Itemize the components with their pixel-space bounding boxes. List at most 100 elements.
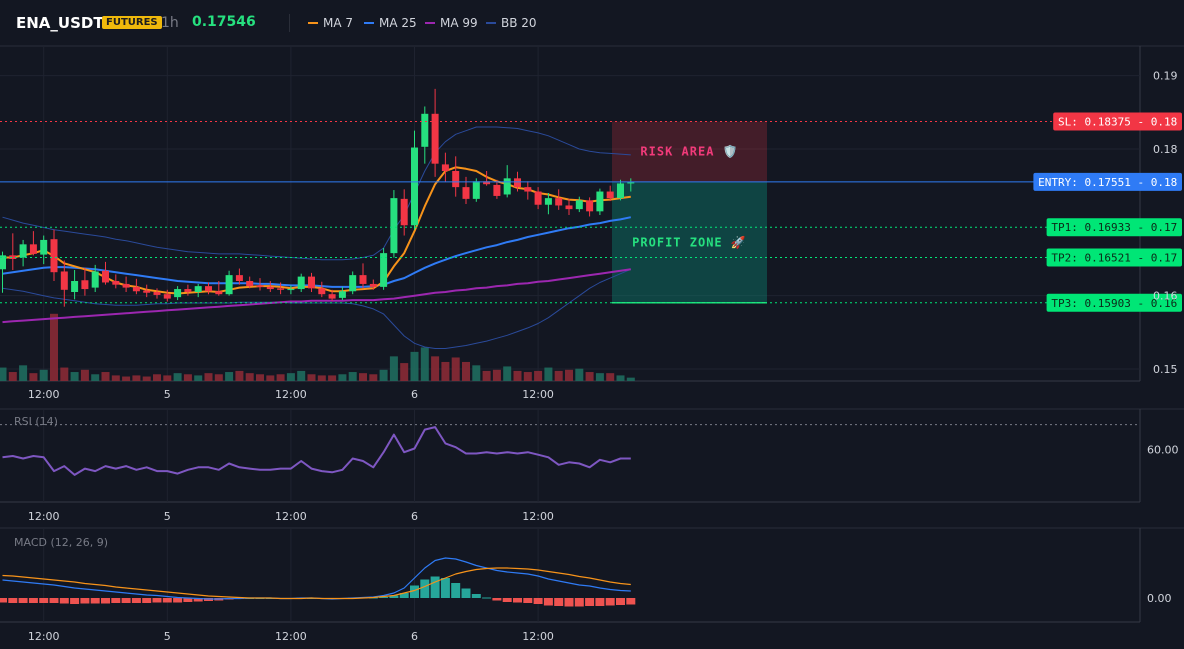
macd-hist-bar [523,598,533,603]
volume-bar [523,372,532,381]
candle-body [411,147,418,226]
candle [524,181,532,200]
rsi-level-label: 60.00 [1147,444,1179,457]
candle [617,179,624,201]
candles [0,88,635,307]
volume-bar [29,373,38,381]
macd-hist-bar [574,598,584,607]
time-tick-label: 5 [164,630,171,643]
rsi-panel: 60.00 [0,424,1179,476]
volume-bar [132,375,141,381]
candle [287,285,295,295]
macd-hist-bar [183,598,193,602]
candle [19,239,27,267]
macd-hist-bar [410,585,419,598]
candle [215,281,223,296]
volume-bar [297,370,306,381]
candle-body [287,289,295,291]
candle-body [493,184,501,196]
futures-badge: FUTURES [102,16,162,29]
time-tick-label: 12:00 [28,630,60,643]
macd-hist-bar [162,598,172,603]
macd-zero-label: 0.00 [1147,592,1172,605]
volume-bar [101,372,110,381]
macd-hist-bar [121,598,131,603]
macd-hist-bar [554,598,564,606]
legend-bb20-label: BB 20 [501,16,537,30]
candle-body [328,294,336,299]
candle-body [91,271,99,288]
volume-bar [338,374,347,381]
macd-hist-bar [482,597,492,599]
volume-bar [359,373,367,381]
symbol-name[interactable]: ENA_USDT [16,14,104,32]
candle [565,198,573,215]
sl-label: SL: 0.18375 - 0.18 [1058,116,1177,129]
volume-bar [276,374,285,381]
macd-hist-bar [451,583,461,598]
volume-bar [39,369,48,381]
candle [40,235,48,265]
tp1-label: TP1: 0.16933 - 0.17 [1051,221,1177,234]
candle [555,189,563,210]
volume-bar [173,373,182,381]
ma99-line [2,268,631,324]
macd-hist-bar [8,598,18,603]
legend-ma25[interactable]: MA 25 [364,16,417,30]
volume-bar [482,370,491,381]
macd-hist-bar [585,598,595,606]
candle [256,278,264,291]
time-tick-label: 5 [164,510,171,523]
volume-bar [60,367,69,381]
candle-body [81,280,89,290]
timeframe-label[interactable]: 1h [161,15,179,31]
candle [60,260,68,307]
macd-hist-bar [152,598,162,603]
candle-body [369,283,377,287]
macd-hist-bar [564,598,574,607]
candle [308,272,315,292]
candle-body [390,198,398,254]
macd-hist-bar [379,597,389,598]
candle [328,289,336,301]
volume-bar [0,367,7,381]
candle [452,156,460,197]
candle-body [235,275,243,281]
volume-bar [256,374,264,381]
candle [627,178,635,192]
candle-body [163,294,171,299]
price-tick-label: 0.16 [1153,290,1178,303]
volume-bars [0,313,635,381]
profit-zone-label: PROFIT ZONE 🚀 [632,235,747,249]
volume-bar [513,370,522,381]
volume-bar [565,369,573,381]
time-tick-label: 12:00 [275,630,307,643]
price-tick-label: 0.18 [1153,143,1178,156]
volume-bar [389,356,398,381]
volume-bar [585,372,594,381]
candle [112,274,120,289]
macd-hist-bar [440,578,450,598]
candle-body [50,239,58,273]
legend-ma99-label: MA 99 [440,16,478,30]
volume-bar [80,369,89,381]
candle-body [29,244,37,254]
candle [586,197,594,217]
legend-bb20[interactable]: BB 20 [486,16,537,30]
entry-label: ENTRY: 0.17551 - 0.18 [1038,176,1177,189]
candle [205,282,212,295]
candle-body [174,289,182,298]
candle-body [586,200,594,212]
volume-bar [503,366,512,381]
volume-bar [142,376,151,381]
legend-ma7[interactable]: MA 7 [308,16,353,30]
macd-hist-bar [49,598,59,603]
legend-ma7-label: MA 7 [323,16,354,30]
macd-hist-bar [59,598,69,604]
candle [81,267,89,296]
macd-hist-bar [461,588,471,598]
legend-ma99[interactable]: MA 99 [425,16,478,30]
time-tick-label: 12:00 [522,510,554,523]
volume-bar [235,370,244,381]
